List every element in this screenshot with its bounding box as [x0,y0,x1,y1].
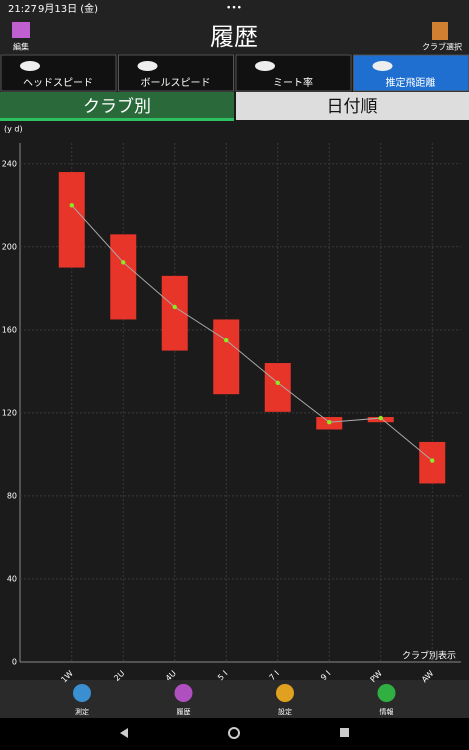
y-tick-label: 240 [2,159,17,168]
metric-tab-icon[interactable] [372,61,393,71]
sort-tab[interactable] [236,92,469,120]
nav-label[interactable]: 情報 [380,707,394,716]
metric-tab-icon[interactable] [20,61,40,71]
metric-tab[interactable] [118,54,234,92]
status-dots: ••• [226,4,242,14]
metric-tab-label[interactable]: ミート率 [273,76,313,89]
mean-point [327,420,332,425]
nav-label[interactable]: 履歴 [177,708,191,716]
range-bar [213,319,240,395]
app-bar [0,18,469,54]
sort-tab-label[interactable]: クラブ別 [83,96,151,117]
status-date: 9月13日 (金) [38,2,98,15]
metric-tab-label[interactable]: ヘッドスピード [23,77,93,89]
nav-icon[interactable] [377,684,396,702]
metric-tab-label[interactable]: 推定飛距離 [386,76,436,89]
mean-point [121,260,126,265]
metric-tab-label[interactable]: ボールスピード [141,77,211,89]
system-nav [0,718,469,750]
y-tick-label: 0 [12,658,17,667]
mean-point [275,380,280,385]
edit-icon[interactable] [12,22,30,38]
nav-icon[interactable] [73,684,91,702]
club-icon[interactable] [432,22,448,40]
y-tick-label: 120 [2,408,17,417]
y-tick-label: 80 [7,491,17,500]
club-select-label[interactable]: クラブ選択 [422,42,462,52]
metric-tab[interactable] [235,54,352,92]
metric-tab-icon[interactable] [255,61,275,71]
range-bar [58,172,85,268]
y-tick-label: 40 [7,574,17,583]
nav-recent[interactable] [340,728,349,737]
y-tick-label: 200 [2,242,17,251]
bottom-nav [0,680,469,718]
chart-annotation: クラブ別表示 [402,650,456,662]
mean-point [172,304,177,310]
edit-label[interactable]: 編集 [13,42,29,52]
status-time: 21:27 [8,4,37,15]
nav-back[interactable] [120,728,128,738]
nav-icon[interactable] [174,684,193,702]
nav-home[interactable] [228,727,240,739]
sort-tab-active[interactable] [0,92,234,120]
sort-tab-underline [0,118,234,121]
app-title: 履歴 [210,23,258,51]
nav-label[interactable]: 測定 [75,707,89,716]
y-axis-label: (y d) [4,125,23,134]
nav-label[interactable]: 設定 [278,707,292,716]
metric-tab[interactable] [353,54,469,92]
status-bar [0,0,469,18]
mean-point [69,203,74,208]
mean-point [430,458,435,463]
metric-tab[interactable] [0,54,117,92]
mean-point [378,415,383,421]
sort-tab-label[interactable]: 日付順 [327,97,378,117]
mean-point [224,338,229,343]
y-tick-label: 160 [2,325,17,334]
range-bar [161,275,188,351]
nav-icon[interactable] [276,684,294,702]
metric-tab-icon[interactable] [137,61,158,71]
range-bar [264,363,291,412]
range-bar [110,234,137,320]
mean-line [71,204,433,462]
